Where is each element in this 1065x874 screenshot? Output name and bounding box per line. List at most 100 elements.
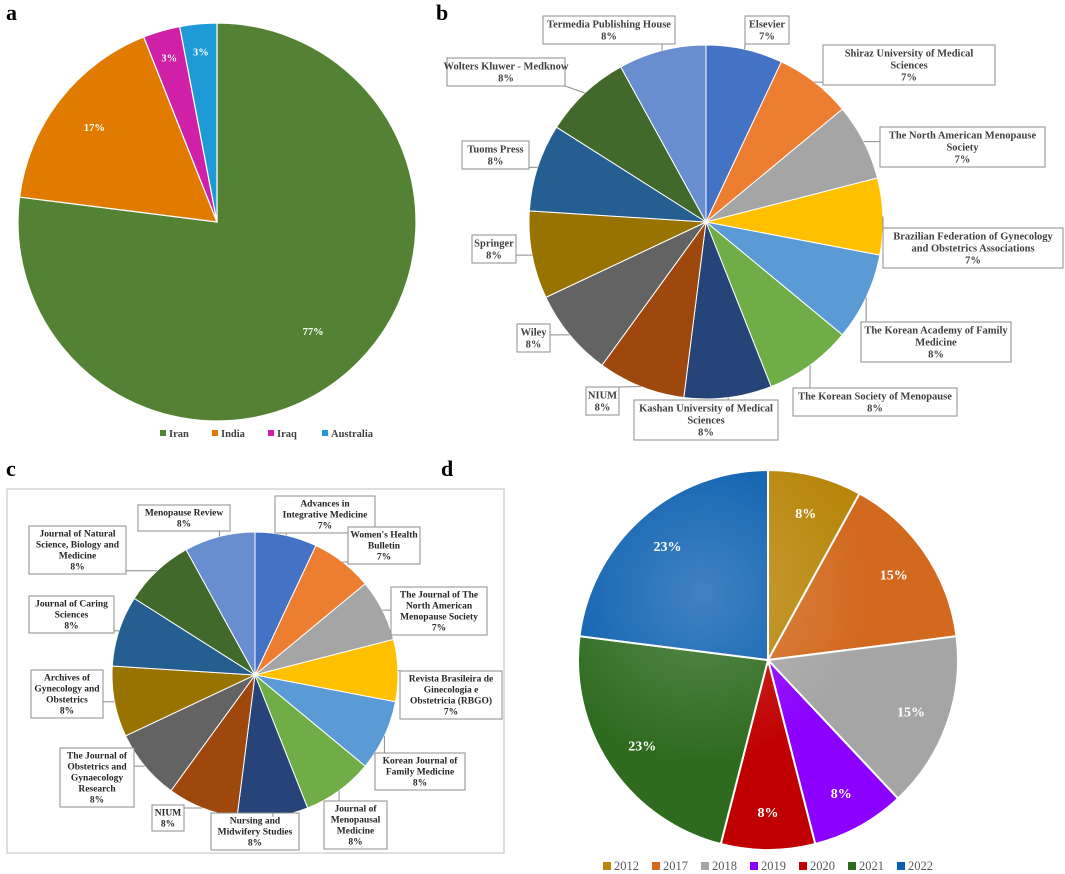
c-label-pct-korean-journal-of-family-medicine: 8% bbox=[413, 779, 427, 789]
c-label-text-women-s-health-bulletin: Bulletin bbox=[368, 542, 401, 552]
b-slice-wiley bbox=[545, 221, 707, 366]
c-label-text-journal-of-natural-science-biology-and-medicine: Medicine bbox=[59, 552, 96, 562]
d-pct-label-2021: 23% bbox=[628, 739, 656, 754]
b-label-pct-shiraz-university-of-medical-sciences: 7% bbox=[901, 73, 917, 84]
c-label-text-journal-of-natural-science-biology-and-medicine: Science, Biology and bbox=[36, 541, 120, 551]
c-label-text-the-journal-of-the-north-american-menopause-society: North American bbox=[406, 602, 473, 612]
c-label-pct-women-s-health-bulletin: 7% bbox=[377, 553, 391, 563]
b-label-pct-wiley: 8% bbox=[526, 340, 542, 351]
b-label-text-kashan-university-of-medical-sciences: Kashan University of Medical bbox=[639, 404, 773, 415]
b-label-pct-tuoms-press: 8% bbox=[488, 157, 504, 168]
d-legend-label-2021: 2021 bbox=[859, 859, 884, 873]
b-slice-nium bbox=[601, 221, 707, 399]
d-slice-2022 bbox=[578, 468, 769, 662]
d-pct-label-2018: 15% bbox=[897, 705, 925, 720]
c-label-text-journal-of-caring-sciences: Sciences bbox=[55, 611, 89, 621]
d-legend-label-2018: 2018 bbox=[712, 859, 737, 873]
c-label-text-revista-brasileira-de-ginecologia-e-obstetricia-rbgo: Revista Brasileira de bbox=[409, 675, 493, 685]
a-pct-label-iraq: 3% bbox=[161, 54, 177, 65]
b-slice-springer bbox=[528, 210, 707, 299]
d-slice-2017 bbox=[766, 492, 958, 662]
d-pct-label-2019: 8% bbox=[831, 787, 852, 802]
c-label-text-korean-journal-of-family-medicine: Korean Journal of bbox=[383, 757, 459, 767]
b-label-pct-elsevier: 7% bbox=[759, 32, 775, 43]
b-label-pct-nium: 8% bbox=[595, 403, 611, 414]
b-label-pct-kashan-university-of-medical-sciences: 8% bbox=[698, 428, 714, 439]
c-label-pct-menopause-review: 8% bbox=[177, 520, 191, 530]
c-label-text-revista-brasileira-de-ginecologia-e-obstetricia-rbgo: Ginecologia e bbox=[424, 686, 479, 696]
d-pct-label-2017: 15% bbox=[880, 569, 908, 584]
a-slice-iran bbox=[17, 22, 417, 422]
c-label-box-menopause-review bbox=[137, 504, 231, 532]
c-label-text-nium: NIUM bbox=[155, 809, 181, 819]
b-label-text-nium: NIUM bbox=[588, 391, 617, 402]
a-legend-swatch-india bbox=[212, 430, 218, 436]
a-legend-label-australia: Australia bbox=[331, 429, 374, 440]
c-label-text-korean-journal-of-family-medicine: Family Medicine bbox=[386, 768, 454, 778]
b-label-box-kashan-university-of-medical-sciences bbox=[633, 399, 779, 441]
c-label-text-the-journal-of-obstetrics-and-gynaecology-research: The Journal of bbox=[67, 752, 128, 762]
b-label-box-nium bbox=[585, 386, 620, 416]
c-label-box-the-journal-of-the-north-american-menopause-society bbox=[390, 586, 488, 636]
c-label-text-menopause-review: Menopause Review bbox=[145, 509, 224, 519]
b-label-text-the-korean-academy-of-family-medicine: The Korean Academy of Family bbox=[864, 326, 1008, 337]
b-slice-tuoms-press bbox=[528, 126, 707, 223]
b-label-pct-the-korean-society-of-menopause: 8% bbox=[867, 404, 883, 415]
a-legend-swatch-australia bbox=[322, 430, 328, 436]
c-label-pct-nursing-and-midwifery-studies: 8% bbox=[248, 839, 262, 849]
a-pct-label-iran: 77% bbox=[303, 327, 324, 338]
c-label-pct-journal-of-menopausal-medicine: 8% bbox=[348, 838, 362, 848]
b-label-text-shiraz-university-of-medical-sciences: Shiraz University of Medical bbox=[845, 49, 974, 60]
b-label-pct-wolters-kluwer-medknow: 8% bbox=[498, 74, 514, 85]
d-legend-swatch-2018 bbox=[701, 862, 709, 870]
b-label-box-termedia-publishing-house bbox=[542, 15, 676, 45]
b-slice-the-korean-society-of-menopause bbox=[705, 221, 844, 388]
b-label-text-the-north-american-menopause-society: The North American Menopause bbox=[889, 131, 1037, 142]
c-label-text-journal-of-natural-science-biology-and-medicine: Journal of Natural bbox=[40, 530, 116, 540]
c-label-pct-advances-in-integrative-medicine: 7% bbox=[318, 522, 332, 532]
c-label-text-advances-in-integrative-medicine: Advances in bbox=[300, 500, 350, 510]
b-label-text-shiraz-university-of-medical-sciences: Sciences bbox=[890, 61, 927, 72]
c-label-text-journal-of-caring-sciences: Journal of Caring bbox=[35, 600, 108, 610]
c-label-pct-journal-of-natural-science-biology-and-medicine: 8% bbox=[70, 563, 84, 573]
d-legend-label-2012: 2012 bbox=[614, 859, 639, 873]
c-label-box-journal-of-menopausal-medicine bbox=[323, 800, 388, 850]
b-label-pct-brazilian-federation-of-gynecology-and-obstetrics-associations: 7% bbox=[965, 256, 981, 267]
b-label-box-springer bbox=[471, 234, 517, 264]
a-legend-label-india: India bbox=[221, 429, 246, 440]
b-label-box-the-korean-academy-of-family-medicine bbox=[860, 321, 1012, 363]
c-label-text-the-journal-of-obstetrics-and-gynaecology-research: Research bbox=[78, 785, 116, 795]
panel-letter-c: c bbox=[6, 456, 16, 481]
d-slice-2018 bbox=[765, 635, 959, 800]
c-label-pct-the-journal-of-the-north-american-menopause-society: 7% bbox=[432, 624, 446, 634]
c-label-text-archives-of-gynecology-and-obstetrics: Gynecology and bbox=[34, 685, 100, 695]
c-label-pct-the-journal-of-obstetrics-and-gynaecology-research: 8% bbox=[90, 796, 104, 806]
b-label-box-shiraz-university-of-medical-sciences bbox=[822, 44, 996, 86]
c-label-text-nursing-and-midwifery-studies: Nursing and bbox=[230, 817, 281, 827]
a-legend-label-iran: Iran bbox=[169, 429, 189, 440]
b-label-pct-the-north-american-menopause-society: 7% bbox=[955, 155, 971, 166]
panel-letter-b: b bbox=[436, 0, 448, 25]
b-label-text-the-korean-society-of-menopause: The Korean Society of Menopause bbox=[798, 392, 952, 403]
panel-a-chart: a 77% 17% 3% 3% Iran India Iraq Australia bbox=[6, 0, 417, 440]
c-label-text-archives-of-gynecology-and-obstetrics: Obstetrics bbox=[46, 696, 88, 706]
a-slice-india bbox=[18, 36, 218, 223]
d-legend-swatch-2022 bbox=[897, 862, 905, 870]
c-label-box-journal-of-caring-sciences bbox=[28, 595, 115, 634]
c-label-text-advances-in-integrative-medicine: Integrative Medicine bbox=[283, 511, 368, 521]
c-label-text-the-journal-of-obstetrics-and-gynaecology-research: Gynaecology bbox=[71, 774, 123, 784]
d-legend-swatch-2012 bbox=[603, 862, 611, 870]
d-pct-label-2012: 8% bbox=[795, 507, 816, 522]
b-slice-termedia-publishing-house bbox=[620, 44, 707, 223]
panel-letter-d: d bbox=[441, 456, 453, 481]
b-label-box-tuoms-press bbox=[461, 140, 530, 170]
b-label-text-brazilian-federation-of-gynecology-and-obstetrics-associations: Brazilian Federation of Gynecology bbox=[893, 232, 1053, 243]
b-label-box-the-korean-society-of-menopause bbox=[792, 387, 958, 417]
c-label-box-korean-journal-of-family-medicine bbox=[374, 752, 466, 791]
c-label-box-nursing-and-midwifery-studies bbox=[210, 812, 300, 851]
c-label-pct-revista-brasileira-de-ginecologia-e-obstetricia-rbgo: 7% bbox=[444, 708, 458, 718]
b-label-box-wiley bbox=[516, 323, 551, 353]
c-label-text-the-journal-of-the-north-american-menopause-society: Menopause Society bbox=[400, 613, 478, 623]
